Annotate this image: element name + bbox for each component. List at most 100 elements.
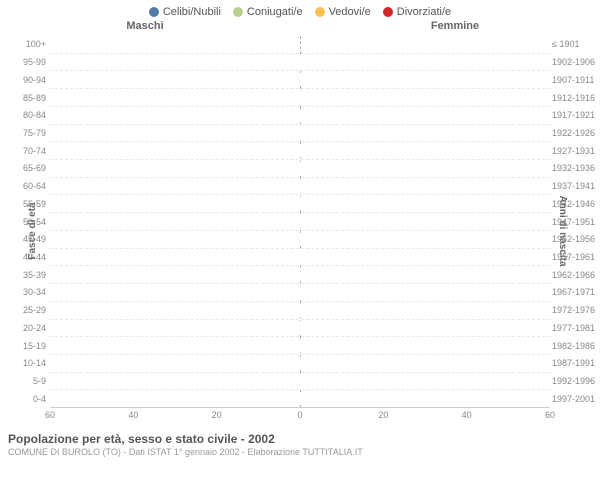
female-side xyxy=(300,249,550,266)
male-side xyxy=(50,160,300,177)
bar xyxy=(300,180,306,193)
bar-segment xyxy=(304,144,306,157)
x-tick: 0 xyxy=(297,410,302,420)
bar-segment xyxy=(302,304,304,317)
year-label: 1987-1991 xyxy=(552,358,600,368)
age-row: 35-391962-1966 xyxy=(50,266,550,284)
x-tick: 20 xyxy=(378,410,388,420)
age-label: 15-19 xyxy=(12,341,46,351)
year-label: 1977-1981 xyxy=(552,323,600,333)
age-row: 20-241977-1981 xyxy=(50,320,550,338)
bar xyxy=(300,268,306,281)
footer: Popolazione per età, sesso e stato civil… xyxy=(0,426,600,457)
bar xyxy=(300,357,302,370)
year-label: ≤ 1901 xyxy=(552,39,600,49)
female-side xyxy=(300,178,550,195)
bar-segment xyxy=(304,233,306,246)
age-row: 45-491952-1956 xyxy=(50,231,550,249)
year-label: 1962-1966 xyxy=(552,270,600,280)
year-label: 1972-1976 xyxy=(552,305,600,315)
year-label: 1902-1906 xyxy=(552,57,600,67)
year-label: 1982-1986 xyxy=(552,341,600,351)
x-tick: 40 xyxy=(462,410,472,420)
female-side xyxy=(300,89,550,106)
female-side xyxy=(300,125,550,142)
female-side xyxy=(300,142,550,159)
bar xyxy=(300,126,306,139)
legend: Celibi/NubiliConiugati/eVedovi/eDivorzia… xyxy=(0,0,600,20)
legend-item: Divorziati/e xyxy=(383,6,451,18)
male-side xyxy=(50,89,300,106)
age-row: 90-941907-1911 xyxy=(50,71,550,89)
legend-swatch xyxy=(315,7,325,17)
age-row: 70-741927-1931 xyxy=(50,142,550,160)
male-side xyxy=(50,107,300,124)
female-side xyxy=(300,355,550,372)
male-side xyxy=(50,178,300,195)
year-label: 1917-1921 xyxy=(552,110,600,120)
age-label: 55-59 xyxy=(12,199,46,209)
x-tick: 20 xyxy=(212,410,222,420)
bar-segment xyxy=(302,73,304,86)
age-row: 15-191982-1986 xyxy=(50,337,550,355)
year-label: 1932-1936 xyxy=(552,163,600,173)
bar xyxy=(300,162,306,175)
bar-segment xyxy=(300,339,302,352)
bar xyxy=(300,73,304,86)
male-side xyxy=(50,284,300,301)
male-side xyxy=(50,337,300,354)
year-label: 1992-1996 xyxy=(552,376,600,386)
male-side xyxy=(50,195,300,212)
bar-segment xyxy=(302,286,304,299)
female-side xyxy=(300,302,550,319)
female-side xyxy=(300,373,550,390)
female-side xyxy=(300,54,550,71)
legend-label: Coniugati/e xyxy=(247,6,303,18)
legend-item: Vedovi/e xyxy=(315,6,371,18)
age-row: 65-691932-1936 xyxy=(50,160,550,178)
female-side xyxy=(300,390,550,407)
male-side xyxy=(50,390,300,407)
year-label: 1912-1916 xyxy=(552,93,600,103)
female-side xyxy=(300,337,550,354)
age-row: 25-291972-1976 xyxy=(50,302,550,320)
bar xyxy=(300,144,306,157)
male-side xyxy=(50,71,300,88)
legend-label: Divorziati/e xyxy=(397,6,451,18)
age-label: 20-24 xyxy=(12,323,46,333)
bar xyxy=(300,197,308,210)
bar-segment xyxy=(304,109,306,122)
bar-segment xyxy=(304,180,306,193)
age-label: 90-94 xyxy=(12,75,46,85)
bar xyxy=(300,91,306,104)
male-side xyxy=(50,231,300,248)
legend-item: Coniugati/e xyxy=(233,6,303,18)
year-label: 1947-1951 xyxy=(552,217,600,227)
age-label: 30-34 xyxy=(12,287,46,297)
age-label: 70-74 xyxy=(12,146,46,156)
bar xyxy=(300,215,308,228)
year-label: 1952-1956 xyxy=(552,234,600,244)
header-female: Femmine xyxy=(300,20,550,32)
age-row: 40-441957-1961 xyxy=(50,249,550,267)
bar-segment xyxy=(300,375,302,388)
male-side xyxy=(50,125,300,142)
year-label: 1957-1961 xyxy=(552,252,600,262)
female-side xyxy=(300,231,550,248)
female-side xyxy=(300,71,550,88)
age-row: 30-341967-1971 xyxy=(50,284,550,302)
bar-segment xyxy=(304,250,306,263)
legend-swatch xyxy=(149,7,159,17)
bar-segment xyxy=(300,392,302,405)
bar-segment xyxy=(306,197,308,210)
female-side xyxy=(300,284,550,301)
bar xyxy=(300,233,306,246)
x-tick: 60 xyxy=(45,410,55,420)
age-label: 25-29 xyxy=(12,305,46,315)
x-axis: 6040200204060 xyxy=(50,407,550,426)
age-row: 50-541947-1951 xyxy=(50,213,550,231)
bar xyxy=(300,250,306,263)
age-label: 10-14 xyxy=(12,358,46,368)
female-side xyxy=(300,266,550,283)
age-label: 40-44 xyxy=(12,252,46,262)
